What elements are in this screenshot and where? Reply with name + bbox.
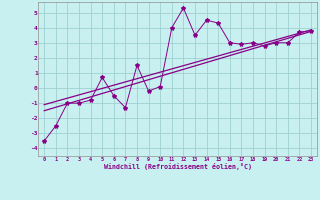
X-axis label: Windchill (Refroidissement éolien,°C): Windchill (Refroidissement éolien,°C): [104, 163, 252, 170]
